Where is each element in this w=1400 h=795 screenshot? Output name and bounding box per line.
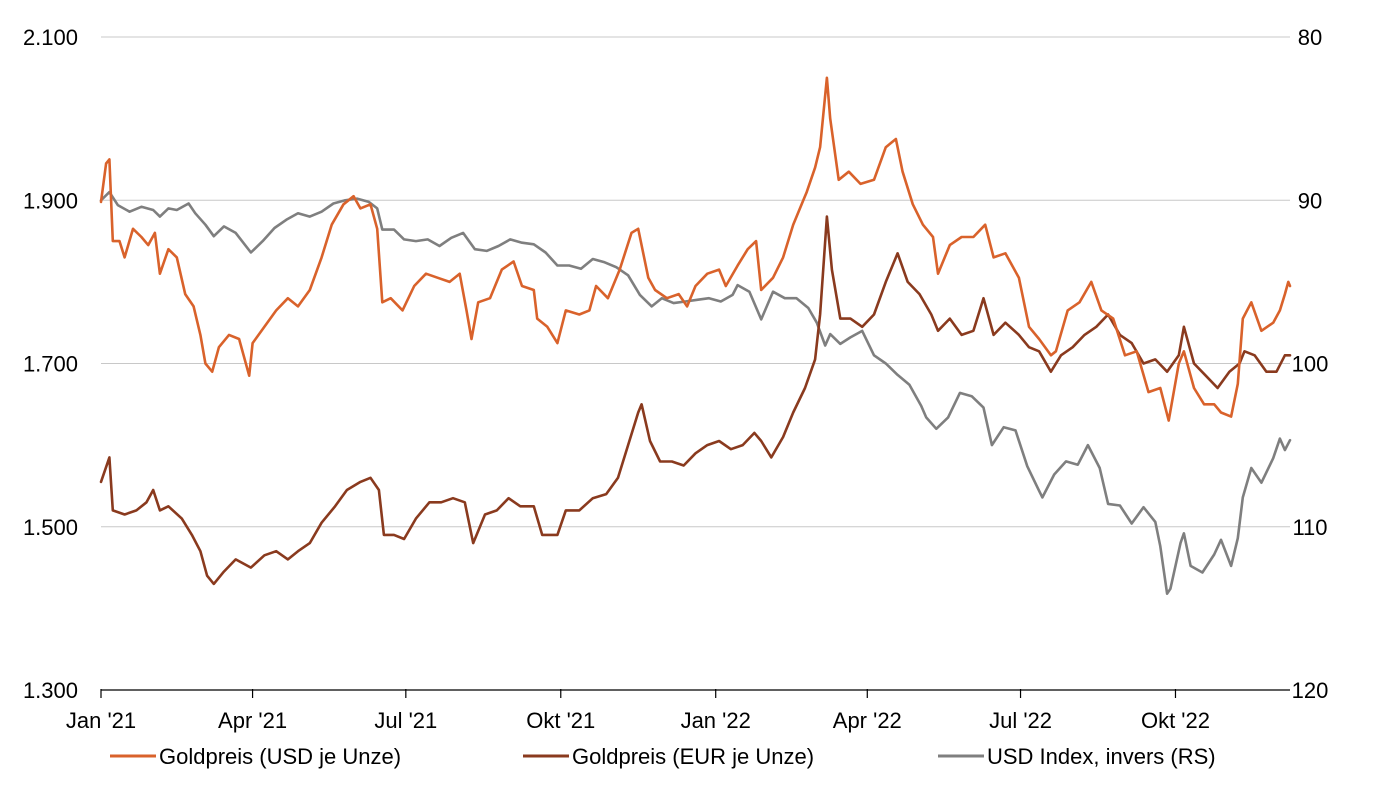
x-tick-label: Jan '22 (681, 708, 751, 733)
series-line-1 (99, 215, 1292, 586)
x-tick-label: Apr '22 (833, 708, 902, 733)
y-left-tick-label: 1.300 (23, 678, 78, 703)
x-tick-label: Okt '21 (526, 708, 595, 733)
x-tick-label: Jul '22 (989, 708, 1052, 733)
x-tick-label: Apr '21 (218, 708, 287, 733)
y-right-tick-label: 80 (1298, 25, 1322, 50)
legend-label: Goldpreis (USD je Unze) (159, 744, 401, 769)
y-right-tick-label: 110 (1292, 515, 1327, 540)
legend: Goldpreis (USD je Unze) Goldpreis (EUR je… (110, 744, 1216, 769)
legend-label: USD Index, invers (RS) (987, 744, 1216, 769)
axes: 1.300 1.500 1.700 1.900 2.100 80 90 100 110 120 Ja… (23, 25, 1328, 733)
series-line-0 (99, 76, 1292, 422)
y-left-tick-label: 2.100 (23, 25, 78, 50)
gridlines (101, 36, 1290, 528)
legend-label: Goldpreis (EUR je Unze) (572, 744, 814, 769)
y-left-tick-label: 1.700 (23, 352, 78, 377)
x-tick-label: Okt '22 (1141, 708, 1210, 733)
y-right-tick-label: 100 (1292, 352, 1329, 377)
x-tick-label: Jan '21 (66, 708, 136, 733)
y-right-tick-label: 90 (1298, 188, 1322, 213)
y-left-tick-label: 1.900 (23, 188, 78, 213)
y-right-tick-label: 120 (1292, 678, 1329, 703)
y-left-tick-label: 1.500 (23, 515, 78, 540)
x-tick-label: Jul '21 (374, 708, 437, 733)
series-line-2 (99, 190, 1292, 596)
series-layer (99, 76, 1292, 596)
